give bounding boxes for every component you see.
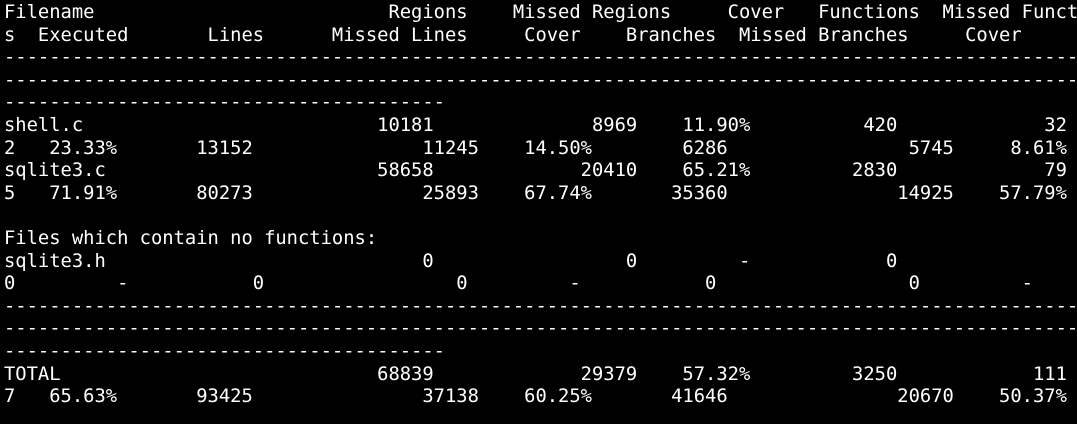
- header-line-2: s Executed Lines Missed Lines Cover Bran…: [4, 24, 1022, 46]
- row-shell-c: shell.c 10181 8969 11.90% 420 32: [4, 114, 1067, 136]
- row-total-continued: 7 65.63% 93425 37138 60.25% 41646 20670 …: [4, 386, 1067, 408]
- no-functions-heading: Files which contain no functions:: [4, 227, 378, 249]
- row-sqlite3-c-continued: 5 71.91% 80273 25893 67.74% 35360 14925 …: [4, 182, 1067, 204]
- header-line-1: Filename Regions Missed Regions Cover Fu…: [4, 2, 1077, 23]
- row-sqlite3-h-continued: 0 - 0 0 - 0 0 -: [4, 273, 1033, 295]
- separator-line: ----------------------------------------…: [4, 47, 1077, 69]
- row-sqlite3-c: sqlite3.c 58658 20410 65.21% 2830 79: [4, 160, 1067, 182]
- row-sqlite3-h: sqlite3.h 0 0 - 0: [4, 250, 898, 272]
- row-shell-c-continued: 2 23.33% 13152 11245 14.50% 6286 5745 8.…: [4, 137, 1067, 159]
- separator-line: ----------------------------------------…: [4, 295, 1077, 317]
- separator-line: ---------------------------------------: [4, 92, 445, 114]
- blank-line: [4, 205, 1077, 228]
- separator-line: ----------------------------------------…: [4, 318, 1077, 340]
- separator-line: ----------------------------------------…: [4, 69, 1077, 91]
- row-total: TOTAL 68839 29379 57.32% 3250 111: [4, 363, 1067, 385]
- separator-line: ---------------------------------------: [4, 340, 445, 362]
